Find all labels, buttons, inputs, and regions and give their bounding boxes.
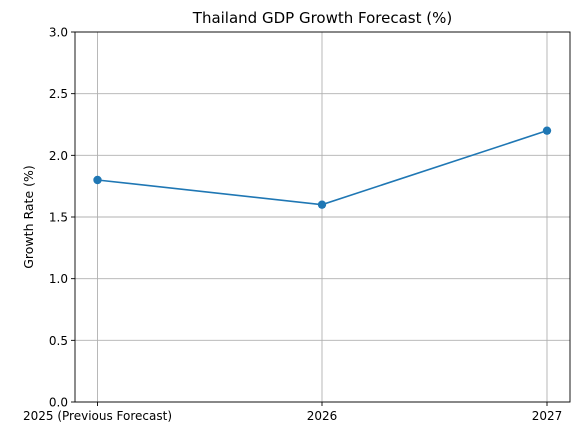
x-tick-label: 2025 (Previous Forecast) [23, 409, 172, 423]
y-tick-label: 2.0 [49, 149, 68, 163]
data-point [93, 175, 102, 185]
data-point [317, 200, 327, 209]
y-tick-label: 1.5 [49, 211, 68, 225]
x-tick-label: 2027 [532, 409, 563, 423]
y-tick-label: 2.5 [49, 87, 68, 101]
grid-layer [75, 31, 570, 403]
y-tick-label: 3.0 [49, 26, 68, 40]
tick-layer: 0.0 0.5 1.0 1.5 2.0 2.5 3.0 2025 (Previous Fore… [23, 26, 562, 424]
series-layer [93, 126, 552, 209]
y-tick-label: 0.0 [49, 396, 68, 410]
y-axis-label: Growth Rate (%) [21, 165, 36, 269]
y-tick-label: 0.5 [49, 334, 68, 348]
y-tick-label: 1.0 [49, 272, 68, 286]
chart-title: Thailand GDP Growth Forecast (%) [192, 9, 452, 27]
data-point [542, 126, 552, 135]
x-tick-label: 2026 [307, 409, 338, 423]
